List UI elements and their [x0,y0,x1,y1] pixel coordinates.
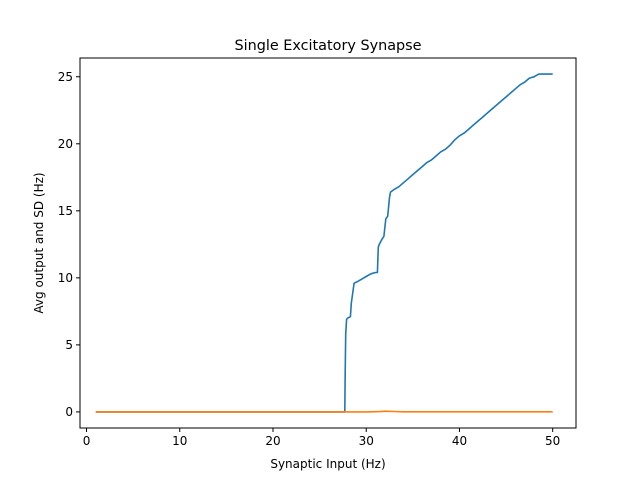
series-line-2 [95,410,553,413]
chart-title: Single Excitatory Synapse [234,38,421,54]
y-tick-label: 15 [58,204,73,218]
y-axis-ticks: 0 5 10 15 20 25 [58,70,80,419]
x-tick-label: 50 [545,434,560,448]
y-tick-label: 20 [58,137,73,151]
x-tick-label: 10 [172,434,187,448]
y-tick-label: 10 [58,271,73,285]
x-tick-label: 20 [265,434,280,448]
plot-area [79,57,577,429]
series-line-1 [95,73,553,413]
x-axis-label: Synaptic Input (Hz) [270,457,385,471]
y-tick-label: 0 [65,405,73,419]
series-layer [95,73,553,413]
y-tick-label: 5 [65,338,73,352]
axes-frame [79,57,577,429]
x-axis-ticks: 0 10 20 30 40 50 [83,428,560,448]
x-tick-label: 0 [83,434,91,448]
y-tick-label: 25 [58,70,73,84]
y-axis-label: Avg output and SD (Hz) [32,172,46,313]
x-tick-label: 40 [452,434,467,448]
x-tick-label: 30 [359,434,374,448]
